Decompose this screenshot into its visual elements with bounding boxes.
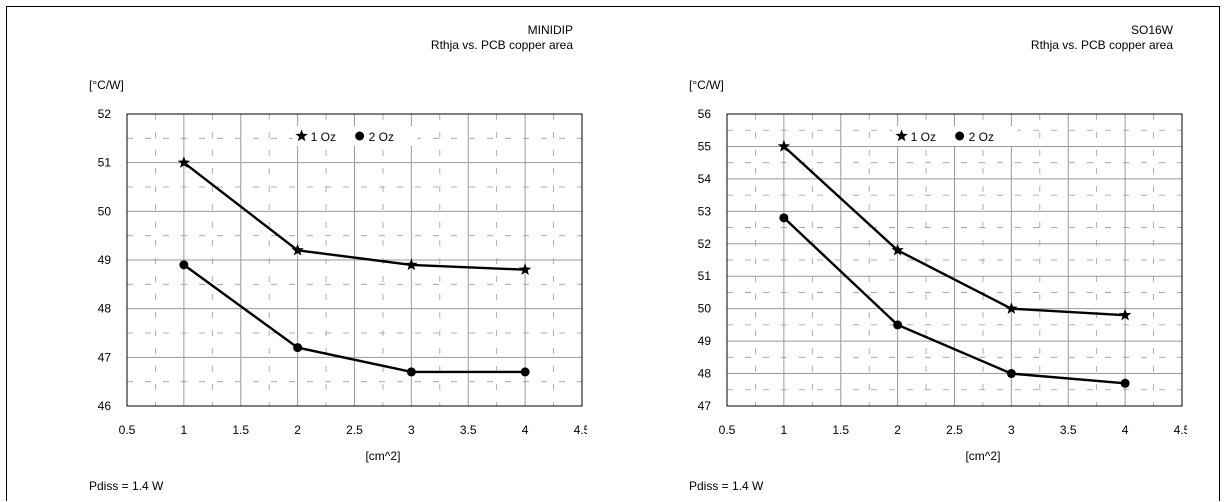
chart-subtitle: Rthja vs. PCB copper area: [1030, 38, 1173, 52]
y-tick-label: 48: [698, 367, 712, 381]
y-tick-label: 52: [698, 237, 712, 251]
y-tick-label: 47: [98, 350, 112, 364]
data-point-star: [891, 243, 904, 256]
x-axis-label: [cm^2]: [965, 449, 1000, 463]
x-tick-label: 2.5: [946, 423, 963, 437]
legend-label: 1 Oz: [311, 130, 336, 144]
data-point-circle: [520, 367, 530, 377]
series-line-2-oz: [183, 263, 526, 374]
data-point-circle: [1006, 369, 1016, 379]
y-axis-label: [°C/W]: [689, 78, 724, 92]
chart-title: SO16W: [1130, 23, 1173, 37]
y-tick-label: 50: [698, 302, 712, 316]
pdiss-note: Pdiss = 1.4 W: [89, 479, 164, 493]
data-point-circle: [779, 213, 789, 223]
y-tick-label: 48: [98, 302, 112, 316]
x-tick-label: 3.5: [1060, 423, 1077, 437]
x-tick-label: 2.5: [346, 423, 363, 437]
data-point-circle: [406, 367, 416, 377]
data-point-star: [777, 139, 791, 152]
data-point-star: [1118, 308, 1132, 321]
legend-marker-star: [295, 129, 308, 142]
x-tick-label: 1: [181, 423, 188, 437]
plot-border: [726, 113, 1183, 407]
plot-border: [126, 113, 583, 407]
plot-area: 0.5 1 1.5 2 2.5 3 3.5 4 4.5 47 48 49 50 51 52 53 54 55 56 […: [698, 107, 1187, 463]
x-tick-label: 0.5: [719, 423, 736, 437]
plot-area: 0.5 1 1.5 2 2.5 3 3.5 4 4.5 46 47 48 49 50 51 52 [cm^2] 1…: [98, 107, 587, 463]
data-point-star: [405, 258, 418, 271]
figure-frame: MINIDIP Rthja vs. PCB copper area [°C/W]…: [6, 6, 1220, 501]
pdiss-note: Pdiss = 1.4 W: [689, 479, 764, 493]
legend-label: 2 Oz: [969, 130, 994, 144]
x-axis-label: [cm^2]: [365, 449, 400, 463]
y-tick-label: 49: [98, 253, 112, 267]
data-point-circle: [893, 320, 903, 330]
chart-subtitle: Rthja vs. PCB copper area: [430, 38, 573, 52]
x-tick-label: 2: [894, 423, 901, 437]
chart-title: MINIDIP: [527, 23, 573, 37]
x-tick-label: 3.5: [460, 423, 477, 437]
series-line-1-oz: [183, 161, 526, 271]
y-tick-label: 47: [698, 399, 712, 413]
data-point-star: [518, 263, 532, 275]
y-tick-label: 51: [98, 156, 112, 170]
chart-minidip: MINIDIP Rthja vs. PCB copper area [°C/W]…: [7, 7, 587, 502]
x-tick-label: 1: [781, 423, 788, 437]
x-tick-label: 4: [522, 423, 529, 437]
series-line-2-oz: [783, 216, 1126, 385]
data-point-star: [291, 243, 304, 256]
data-point-circle: [1120, 378, 1130, 388]
y-tick-label: 49: [698, 334, 712, 348]
x-tick-label: 1.5: [832, 423, 849, 437]
x-tick-label: 4: [1122, 423, 1129, 437]
x-tick-label: 0.5: [119, 423, 136, 437]
data-point-circle: [179, 260, 189, 270]
y-tick-label: 53: [698, 204, 712, 218]
y-axis-label: [°C/W]: [89, 78, 124, 92]
data-point-star: [177, 156, 191, 168]
y-tick-label: 52: [98, 107, 112, 121]
legend-marker-circle: [355, 131, 365, 141]
x-tick-label: 4.5: [1174, 423, 1187, 437]
y-tick-label: 50: [98, 204, 112, 218]
y-tick-label: 56: [698, 107, 712, 121]
series-line-1-oz: [783, 145, 1126, 317]
x-tick-label: 3: [1008, 423, 1015, 437]
data-point-circle: [293, 343, 303, 353]
legend-label: 1 Oz: [911, 130, 936, 144]
data-point-star: [1005, 302, 1018, 314]
x-tick-label: 1.5: [232, 423, 249, 437]
y-tick-label: 55: [698, 139, 712, 153]
legend-marker-star: [895, 129, 908, 142]
x-tick-label: 4.5: [574, 423, 587, 437]
legend-marker-circle: [955, 131, 965, 141]
chart-so16w: SO16W Rthja vs. PCB copper area [°C/W] P…: [607, 7, 1187, 502]
y-tick-label: 54: [698, 172, 712, 186]
y-tick-label: 46: [98, 399, 112, 413]
legend-label: 2 Oz: [369, 130, 394, 144]
x-tick-label: 3: [408, 423, 415, 437]
x-tick-label: 2: [294, 423, 301, 437]
y-tick-label: 51: [698, 269, 712, 283]
